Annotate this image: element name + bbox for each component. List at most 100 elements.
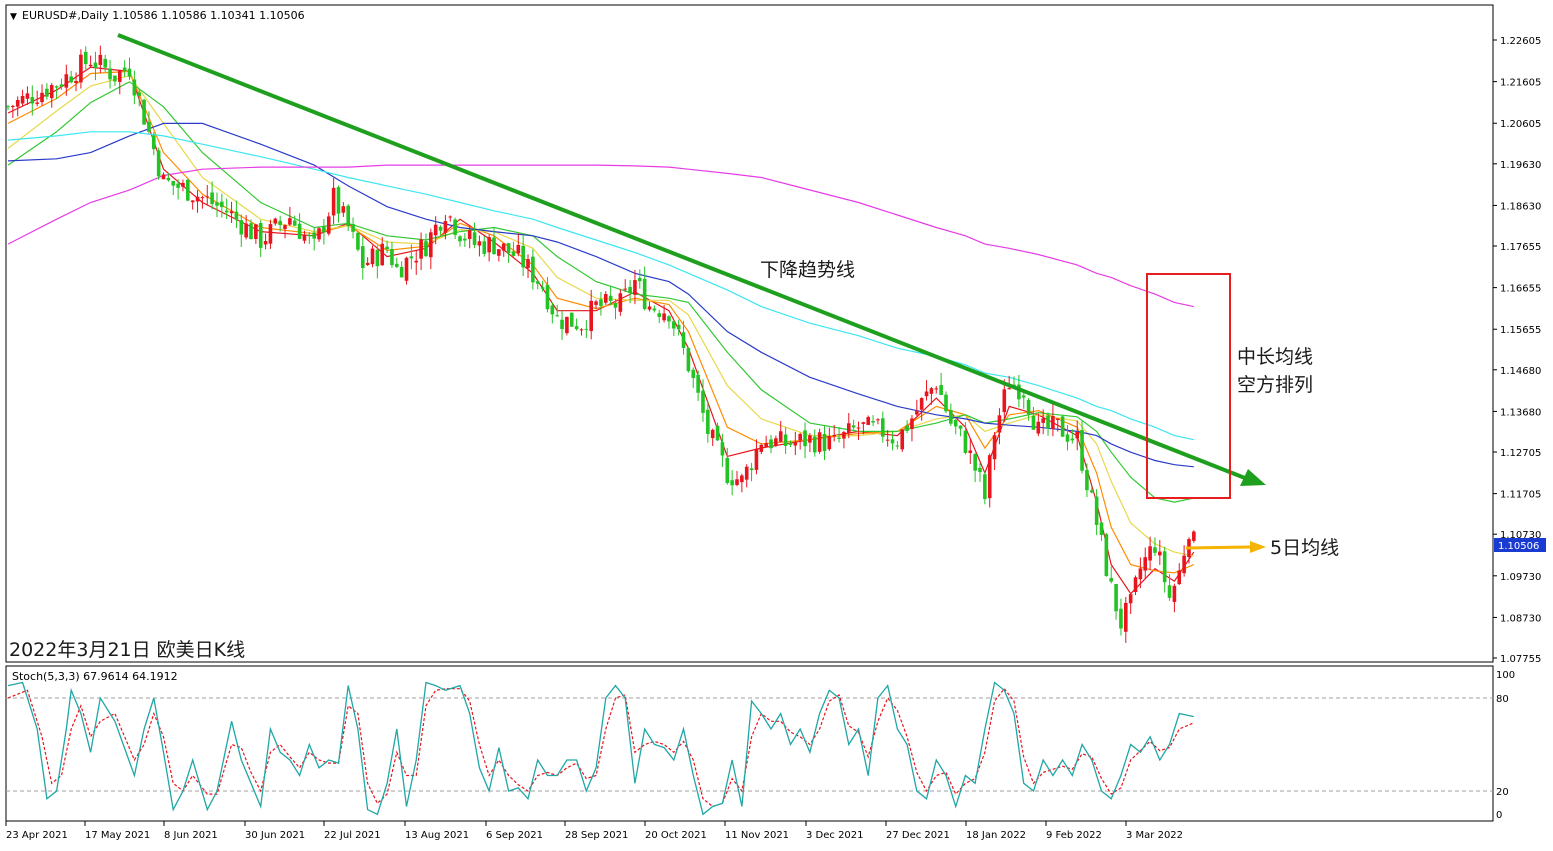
candle-body <box>375 249 380 267</box>
candle-body <box>254 224 258 240</box>
candle-body <box>968 450 973 454</box>
candle-body <box>744 466 749 480</box>
candle-body <box>472 232 477 246</box>
candle-body <box>365 262 370 265</box>
candle-body <box>613 303 618 308</box>
candle-body <box>278 220 282 226</box>
candle-body <box>1177 570 1182 585</box>
candle-body <box>351 224 355 232</box>
candle-body <box>1114 583 1118 612</box>
candle-body <box>258 223 263 248</box>
price-tick-label: 1.13680 <box>1500 407 1541 418</box>
candle-body <box>1060 416 1065 437</box>
candle-body <box>322 226 326 233</box>
candle-body <box>754 448 759 470</box>
candle-body <box>808 435 812 443</box>
candle-body <box>895 445 900 447</box>
candle-body <box>1124 602 1128 632</box>
candle-body <box>156 150 161 177</box>
candle-body <box>370 248 375 265</box>
candle-body <box>11 105 15 107</box>
date-tick-label: 20 Oct 2021 <box>645 830 707 841</box>
candle-body <box>710 429 715 439</box>
collapse-triangle-icon[interactable]: ▼ <box>10 12 17 22</box>
candle-body <box>681 332 686 348</box>
candle-body <box>234 211 239 220</box>
candle-body <box>448 216 453 218</box>
candle-body <box>467 230 472 240</box>
candle-body <box>579 329 584 331</box>
candle-body <box>603 294 608 303</box>
candle-body <box>720 442 725 456</box>
candle-body <box>526 259 530 269</box>
price-tick-label: 1.18630 <box>1500 201 1541 212</box>
main-chart-frame <box>5 4 1494 663</box>
ma250-line <box>7 164 1194 308</box>
candle-body <box>20 95 25 104</box>
date-tick-label: 11 Nov 2021 <box>725 830 789 841</box>
candle-body <box>186 179 190 201</box>
date-tick-label: 3 Dec 2021 <box>806 830 864 841</box>
trendline-label: 下降趋势线 <box>760 259 855 281</box>
candle-body <box>633 280 637 295</box>
stoch-axis: 100 80 20 0 <box>1496 670 1515 821</box>
candle-body <box>623 288 628 290</box>
candle-body <box>433 224 438 236</box>
candle-body <box>122 67 127 72</box>
candle-body <box>628 286 632 294</box>
candle-body <box>992 435 997 460</box>
candle-body <box>1089 490 1094 493</box>
candle-body <box>336 187 341 214</box>
candle-body <box>54 86 59 88</box>
candle-body <box>1133 577 1138 593</box>
price-tick-label: 1.07755 <box>1500 654 1541 665</box>
candle-body <box>915 411 919 415</box>
symbol-header: EURUSD#,Daily 1.10586 1.10586 1.10341 1.… <box>22 9 305 22</box>
candle-body <box>326 216 331 234</box>
candle-body <box>292 220 297 226</box>
candle-body <box>283 225 287 230</box>
candle-body <box>263 241 268 245</box>
candle-body <box>924 391 929 397</box>
date-caption: 2022年3月21日 欧美日K线 <box>9 639 245 661</box>
stoch-main-line <box>7 681 1194 816</box>
ma120-line <box>7 131 1194 441</box>
candle-body <box>497 249 501 256</box>
candle-body <box>812 436 817 453</box>
candle-body <box>108 68 112 80</box>
candle-body <box>798 433 802 441</box>
candle-body <box>419 239 423 259</box>
date-tick-label: 8 Jun 2021 <box>164 830 218 841</box>
candle-body <box>608 295 613 301</box>
candle-body <box>429 232 433 258</box>
candle-body <box>555 315 559 317</box>
candle-body <box>740 475 744 483</box>
candle-body <box>545 284 550 310</box>
candle-body <box>1046 415 1050 429</box>
candle-body <box>1182 555 1186 574</box>
candle-body <box>817 432 822 452</box>
candle-body <box>1162 551 1167 583</box>
price-tick-label: 1.08730 <box>1500 613 1541 624</box>
date-tick-label: 3 Mar 2022 <box>1126 830 1183 841</box>
candle-body <box>535 281 540 284</box>
price-tick-label: 1.16655 <box>1500 284 1541 295</box>
candle-body <box>890 439 895 444</box>
candle-body <box>249 223 253 240</box>
box-label-line1: 中长均线 <box>1237 346 1313 368</box>
candle-body <box>424 241 428 257</box>
candle-body <box>939 385 943 395</box>
candle-body <box>647 306 652 310</box>
candle-body <box>220 201 224 208</box>
candle-body <box>49 85 54 99</box>
candle-body <box>25 93 30 99</box>
candle-body <box>312 232 316 239</box>
candle-body <box>876 419 880 421</box>
candle-body <box>978 467 982 473</box>
candle-body <box>851 425 856 428</box>
candle-body <box>492 237 496 255</box>
candle-body <box>506 243 511 254</box>
candle-body <box>560 319 564 330</box>
candle-body <box>701 390 705 413</box>
ma30-line <box>7 81 1194 503</box>
